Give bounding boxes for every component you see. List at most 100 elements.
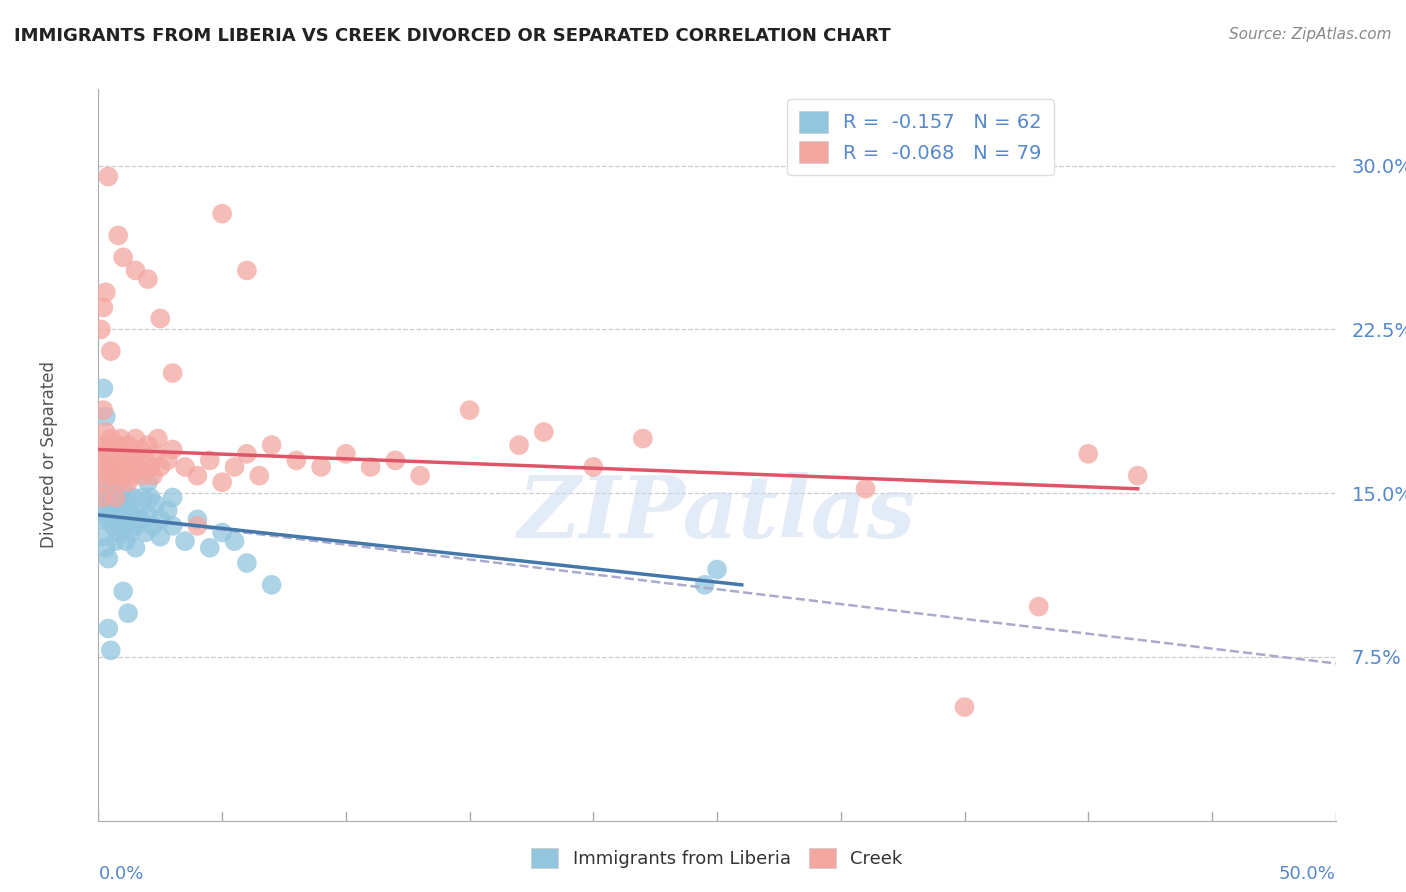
Point [360, 459, 382, 474]
Legend: Immigrants from Liberia, Creek: Immigrants from Liberia, Creek [523, 838, 911, 878]
Point [124, 541, 146, 555]
Point [247, 468, 270, 483]
Point [117, 497, 139, 511]
Point [117, 438, 139, 452]
Point [186, 519, 208, 533]
Point [94, 459, 117, 474]
Point [100, 453, 122, 467]
Point [100, 344, 122, 359]
Point [139, 459, 162, 474]
Point [94, 541, 117, 555]
Point [94, 409, 117, 424]
Point [93, 475, 115, 490]
Point [143, 447, 166, 461]
Point [94, 491, 117, 505]
Point [139, 491, 162, 505]
Point [198, 453, 221, 467]
Point [186, 512, 208, 526]
Point [90, 453, 112, 467]
Point [136, 475, 159, 490]
Point [107, 525, 129, 540]
Point [129, 442, 152, 457]
Point [132, 491, 155, 505]
Point [508, 438, 530, 452]
Point [136, 508, 159, 522]
Point [174, 459, 197, 474]
Text: 50.0%: 50.0% [1279, 864, 1336, 882]
Point [149, 311, 172, 326]
Point [236, 263, 259, 277]
Point [236, 447, 259, 461]
Point [93, 503, 115, 517]
Point [103, 491, 125, 505]
Point [110, 432, 132, 446]
Point [103, 475, 125, 490]
Point [211, 525, 233, 540]
Point [93, 512, 115, 526]
Point [110, 453, 132, 467]
Point [100, 459, 122, 474]
Point [120, 525, 142, 540]
Point [693, 578, 716, 592]
Point [112, 447, 135, 461]
Point [93, 381, 115, 395]
Point [117, 606, 139, 620]
Point [309, 459, 332, 474]
Point [855, 482, 877, 496]
Point [631, 432, 654, 446]
Point [97, 551, 120, 566]
Point [97, 447, 120, 461]
Point [122, 468, 145, 483]
Point [162, 491, 184, 505]
Point [93, 438, 115, 452]
Point [134, 453, 156, 467]
Point [103, 442, 125, 457]
Point [107, 475, 129, 490]
Point [97, 169, 120, 184]
Point [136, 272, 159, 286]
Point [260, 438, 283, 452]
Point [107, 228, 129, 243]
Point [112, 503, 135, 517]
Text: ZIPatlas: ZIPatlas [517, 472, 917, 555]
Point [100, 432, 122, 446]
Point [186, 468, 208, 483]
Point [97, 468, 120, 483]
Point [156, 503, 179, 517]
Point [136, 438, 159, 452]
Point [162, 442, 184, 457]
Point [198, 541, 221, 555]
Point [104, 482, 127, 496]
Point [103, 468, 125, 483]
Point [458, 403, 481, 417]
Point [156, 453, 179, 467]
Point [104, 508, 127, 522]
Point [146, 432, 169, 446]
Point [94, 425, 117, 439]
Point [104, 459, 127, 474]
Point [124, 447, 146, 461]
Point [384, 453, 406, 467]
Point [100, 468, 122, 483]
Point [149, 512, 172, 526]
Point [409, 468, 432, 483]
Point [1028, 599, 1050, 614]
Point [285, 453, 308, 467]
Point [124, 432, 146, 446]
Point [104, 491, 127, 505]
Point [112, 519, 135, 533]
Point [114, 486, 136, 500]
Point [953, 700, 976, 714]
Text: IMMIGRANTS FROM LIBERIA VS CREEK DIVORCED OR SEPARATED CORRELATION CHART: IMMIGRANTS FROM LIBERIA VS CREEK DIVORCE… [14, 27, 890, 45]
Text: Divorced or Separated: Divorced or Separated [39, 361, 58, 549]
Point [174, 534, 197, 549]
Point [143, 497, 166, 511]
Point [100, 486, 122, 500]
Point [117, 475, 139, 490]
Text: 0.0%: 0.0% [98, 864, 143, 882]
Point [122, 491, 145, 505]
Point [117, 512, 139, 526]
Point [260, 578, 283, 592]
Point [112, 584, 135, 599]
Point [100, 643, 122, 657]
